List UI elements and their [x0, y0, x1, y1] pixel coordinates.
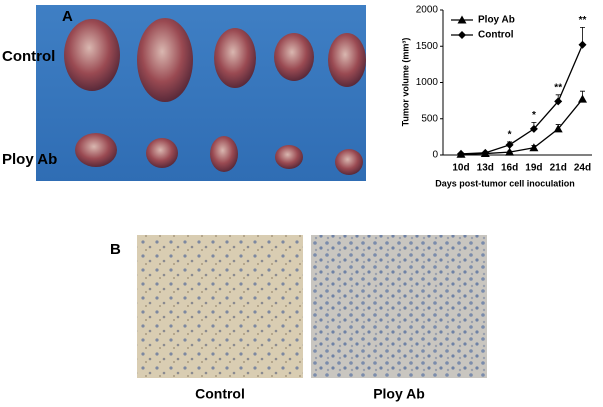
row-label: Ploy Ab	[2, 151, 57, 168]
data-point	[553, 124, 563, 133]
y-tick-label: 1000	[416, 77, 439, 88]
data-point	[578, 94, 587, 103]
significance-mark: *	[532, 110, 536, 121]
panel-label: A	[62, 8, 73, 25]
x-tick-label: 13d	[477, 163, 494, 174]
legend-marker	[458, 31, 466, 39]
legend-label: Control	[478, 30, 514, 41]
data-point	[457, 149, 465, 158]
data-point	[505, 140, 514, 149]
x-tick-label: 16d	[501, 163, 518, 174]
x-tick-label: 19d	[525, 163, 542, 174]
data-point	[578, 40, 587, 49]
data-point	[554, 97, 563, 106]
series-line	[460, 44, 584, 155]
x-tick-label: 10d	[452, 163, 469, 174]
legend-marker	[457, 15, 467, 24]
x-axis-label: Days post-tumor cell inoculation	[435, 178, 575, 188]
image-caption: Control	[195, 386, 245, 402]
histology-image	[137, 235, 303, 378]
y-axis-label: Tumor volume (mm³)	[400, 38, 410, 127]
data-point	[529, 124, 538, 133]
y-tick-label: 0	[432, 150, 438, 161]
y-tick-label: 2000	[416, 5, 439, 16]
image-caption: Ploy Ab	[373, 386, 425, 402]
data-point	[481, 148, 490, 157]
x-tick-label: 24d	[574, 163, 591, 174]
data-point	[505, 147, 515, 156]
series-line	[460, 98, 584, 155]
legend-label: Ploy Ab	[478, 15, 515, 26]
data-point	[529, 143, 539, 152]
row-label: Control	[2, 48, 55, 65]
significance-mark: **	[554, 82, 562, 93]
x-tick-label: 21d	[550, 163, 567, 174]
significance-mark: *	[508, 130, 512, 141]
significance-mark: **	[579, 15, 587, 26]
tumor-photo	[36, 5, 366, 181]
y-tick-label: 500	[421, 113, 438, 124]
histology-image	[311, 235, 487, 378]
y-tick-label: 1500	[416, 41, 439, 52]
panel-label: B	[110, 241, 121, 258]
